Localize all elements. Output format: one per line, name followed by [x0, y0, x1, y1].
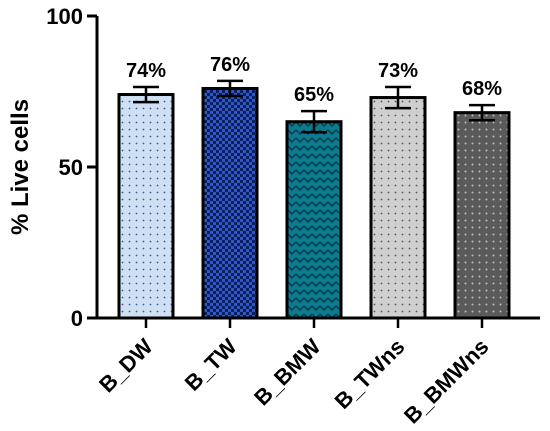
error-bar: [385, 85, 411, 110]
y-tick-label: 0: [71, 306, 83, 331]
error-bar: [133, 85, 159, 104]
data-label: 74%: [126, 60, 166, 82]
bar-b-bmw: [285, 120, 343, 320]
bar-b-bmwns: [453, 111, 511, 320]
data-label: 68%: [462, 78, 502, 100]
y-tick-label: 100: [46, 4, 83, 29]
bar-b-twns: [369, 96, 427, 320]
data-labels-group: 74% 76% 65% 73% 68%: [126, 54, 502, 106]
x-tick-label: B_BMW: [249, 334, 326, 411]
error-bars-group: [133, 79, 495, 134]
error-bar: [469, 103, 495, 122]
y-tick-label: 50: [59, 155, 83, 180]
error-bar: [301, 109, 327, 134]
error-bar: [217, 79, 243, 98]
y-axis-title: % Live cells: [7, 99, 34, 235]
x-tick-label: B_TWns: [330, 334, 410, 414]
data-label: 76%: [210, 54, 250, 76]
data-label: 65%: [294, 84, 334, 106]
bar-b-tw: [201, 86, 259, 320]
bar-b-dw: [117, 93, 175, 320]
data-label: 73%: [378, 60, 418, 82]
x-tick-label: B_BMWns: [399, 334, 494, 429]
x-tick-label: B_DW: [94, 334, 158, 398]
x-tick-label: B_TW: [180, 334, 242, 396]
